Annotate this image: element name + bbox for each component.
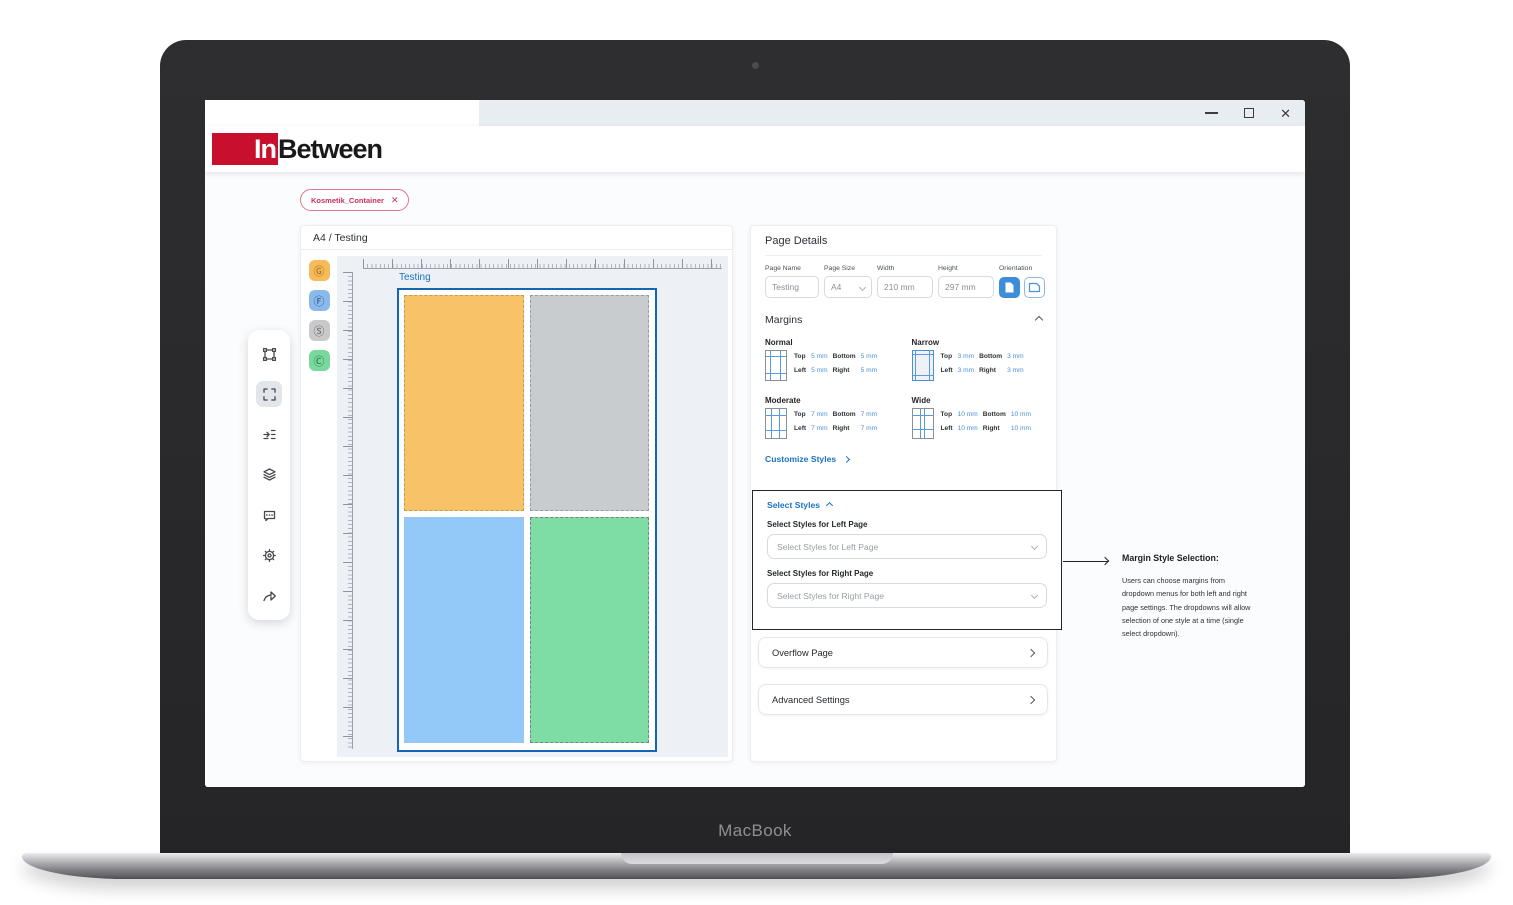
document-tab[interactable]: Kosmetik_Container ✕ [300,189,410,211]
overflow-page-section[interactable]: Overflow Page [758,637,1048,668]
collapse-icon [825,501,834,509]
document-page[interactable] [397,288,657,752]
left-toolbar [248,330,290,620]
layers-icon[interactable] [256,462,282,488]
webcam-icon [752,62,759,69]
badge-s[interactable]: Ⓢ [308,320,330,341]
close-button[interactable]: ✕ [1280,105,1291,121]
workspace: Kosmetik_Container ✕ [205,172,1305,787]
badge-f[interactable]: Ⓕ [308,290,330,311]
width-input[interactable]: 210 mm [877,276,933,298]
chevron-down-icon [1030,591,1039,600]
page-details-title: Page Details [765,235,1042,256]
app-header: In Between [205,126,1305,172]
window-titlebar: ✕ [205,100,1305,126]
logo-red-block: In [212,133,278,165]
select-styles-header[interactable]: Select Styles [767,500,1047,510]
laptop-screen: ✕ In Between Kosmetik_Container ✕ [160,40,1350,853]
macbook-label: MacBook [718,821,792,840]
settings-gear-icon[interactable] [256,543,282,569]
margin-preset-normal[interactable]: Normal Top 5 mm Bottom 5 mm Left 5 mm Right… [765,338,896,381]
app-window: ✕ In Between Kosmetik_Container ✕ [205,100,1305,787]
expand-icon [1026,695,1036,704]
chevron-down-icon [858,283,867,291]
content-block-green[interactable] [530,517,649,743]
page-name-label: Testing [399,272,431,283]
vertical-ruler [343,272,353,749]
margin-thumbnail-icon [765,408,787,439]
right-page-styles-label: Select Styles for Right Page [767,569,874,578]
titlebar-tab[interactable] [205,100,479,126]
frame-transform-icon[interactable] [256,341,282,367]
annotation-body: Users can choose margins from dropdown m… [1122,576,1251,639]
left-page-styles-dropdown[interactable]: Select Styles for Left Page [767,534,1047,559]
left-page-styles-label: Select Styles for Left Page [767,520,868,529]
expand-icon [1026,648,1036,657]
annotation-arrowhead-icon [1100,556,1110,565]
comment-icon[interactable] [256,502,282,528]
canvas-header: A4 / Testing [301,226,732,250]
badge-c[interactable]: Ⓒ [308,350,330,371]
content-block-gray[interactable] [530,295,649,511]
margin-thumbnail-icon [911,350,934,381]
annotation-arrow [1063,561,1108,563]
collapse-margins-icon[interactable] [1034,315,1044,325]
landscape-orientation-button[interactable] [1024,276,1045,298]
margin-presets: Normal Top 5 mm Bottom 5 mm Left 5 mm Right… [765,338,1042,439]
logo-text-between: Between [278,133,383,164]
indent-list-icon[interactable] [256,422,282,448]
page-size-field-label: Page Size [824,265,855,272]
customize-styles-link[interactable]: Customize Styles [765,454,1042,464]
laptop-base [22,853,1491,879]
canvas-viewport[interactable]: Testing [337,256,728,757]
margin-preset-wide[interactable]: Wide Top 10 mm Bottom 10 mm Left 10 mm Righ… [911,396,1043,439]
height-field-label: Height [938,265,958,272]
height-input[interactable]: 297 mm [938,276,994,298]
right-page-styles-dropdown[interactable]: Select Styles for Right Page [767,583,1047,608]
page-name-field-label: Page Name [765,265,801,272]
chevron-right-icon [843,455,851,463]
marquee-select-icon[interactable] [256,381,282,408]
laptop-base-notch [620,853,893,864]
content-block-orange[interactable] [404,295,524,511]
document-tab-label: Kosmetik_Container [311,195,384,205]
margin-preset-narrow[interactable]: Narrow Top 3 mm Bottom 3 mm Left 3 mm Right… [911,338,1043,381]
orientation-field-label: Orientation [999,265,1033,272]
width-field-label: Width [877,265,895,272]
portrait-orientation-button[interactable] [999,276,1020,298]
canvas-panel: A4 / Testing Ⓖ Ⓕ Ⓢ Ⓒ Testing [300,225,733,762]
chevron-down-icon [1030,542,1039,551]
document-tab-close-icon[interactable]: ✕ [390,194,399,205]
margin-preset-moderate[interactable]: Moderate Top 7 mm Bottom 7 mm Left 7 mm Rig… [765,396,896,439]
page-size-select[interactable]: A4 [824,276,872,298]
element-badges: Ⓖ Ⓕ Ⓢ Ⓒ [301,250,337,761]
advanced-settings-section[interactable]: Advanced Settings [758,684,1048,715]
margins-section-title: Margins [765,314,803,326]
content-block-blue[interactable] [404,517,524,743]
minimize-button[interactable] [1205,112,1219,114]
badge-g[interactable]: Ⓖ [308,260,330,281]
select-styles-section: Select Styles Select Styles for Left Pag… [752,490,1062,630]
annotation-title: Margin Style Selection: [1122,553,1219,563]
margin-thumbnail-icon [765,350,787,381]
maximize-button[interactable] [1244,108,1255,118]
margin-thumbnail-icon [911,408,934,439]
logo-text-in: In [254,133,277,164]
horizontal-ruler [363,259,722,269]
share-icon[interactable] [256,583,282,609]
page-name-input[interactable]: Testing [765,276,819,298]
